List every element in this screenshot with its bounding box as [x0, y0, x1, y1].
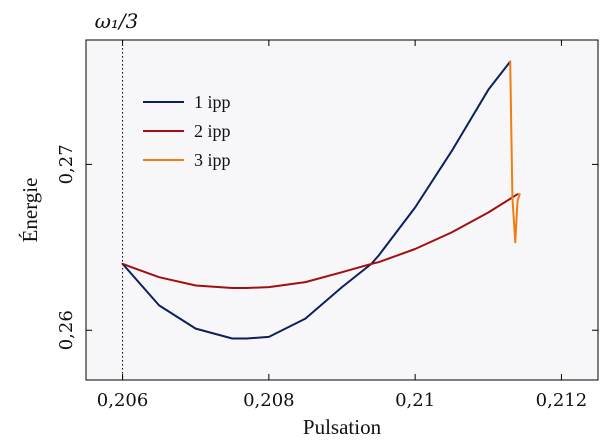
y-axis-label: Énergie [18, 178, 42, 243]
x-tick-label: 0,208 [243, 390, 295, 411]
x-tick-label: 0,21 [395, 390, 435, 411]
series-line-3 [509, 60, 521, 244]
x-axis-label: Pulsation [303, 415, 382, 439]
series-line-1 [121, 60, 512, 340]
plot-frame [85, 39, 599, 381]
tick-labels: 0,206 0,208 0,21 0,212 0,26 0,27 [56, 144, 587, 411]
y-tick-label: 0,27 [56, 144, 77, 184]
series-line-2 [121, 193, 519, 289]
y-tick-label: 0,26 [56, 310, 77, 350]
reference-line-label: ω₁/3 [95, 9, 139, 33]
plot-area-background [86, 40, 598, 380]
legend-label-2: 2 ipp [194, 121, 231, 141]
legend: 1 ipp 2 ipp 3 ipp [143, 92, 231, 170]
legend-label-1: 1 ipp [194, 92, 231, 112]
x-tick-label: 0,206 [97, 390, 149, 411]
series-lines [121, 60, 521, 340]
x-tick-label: 0,212 [536, 390, 588, 411]
legend-label-3: 3 ipp [194, 150, 231, 170]
